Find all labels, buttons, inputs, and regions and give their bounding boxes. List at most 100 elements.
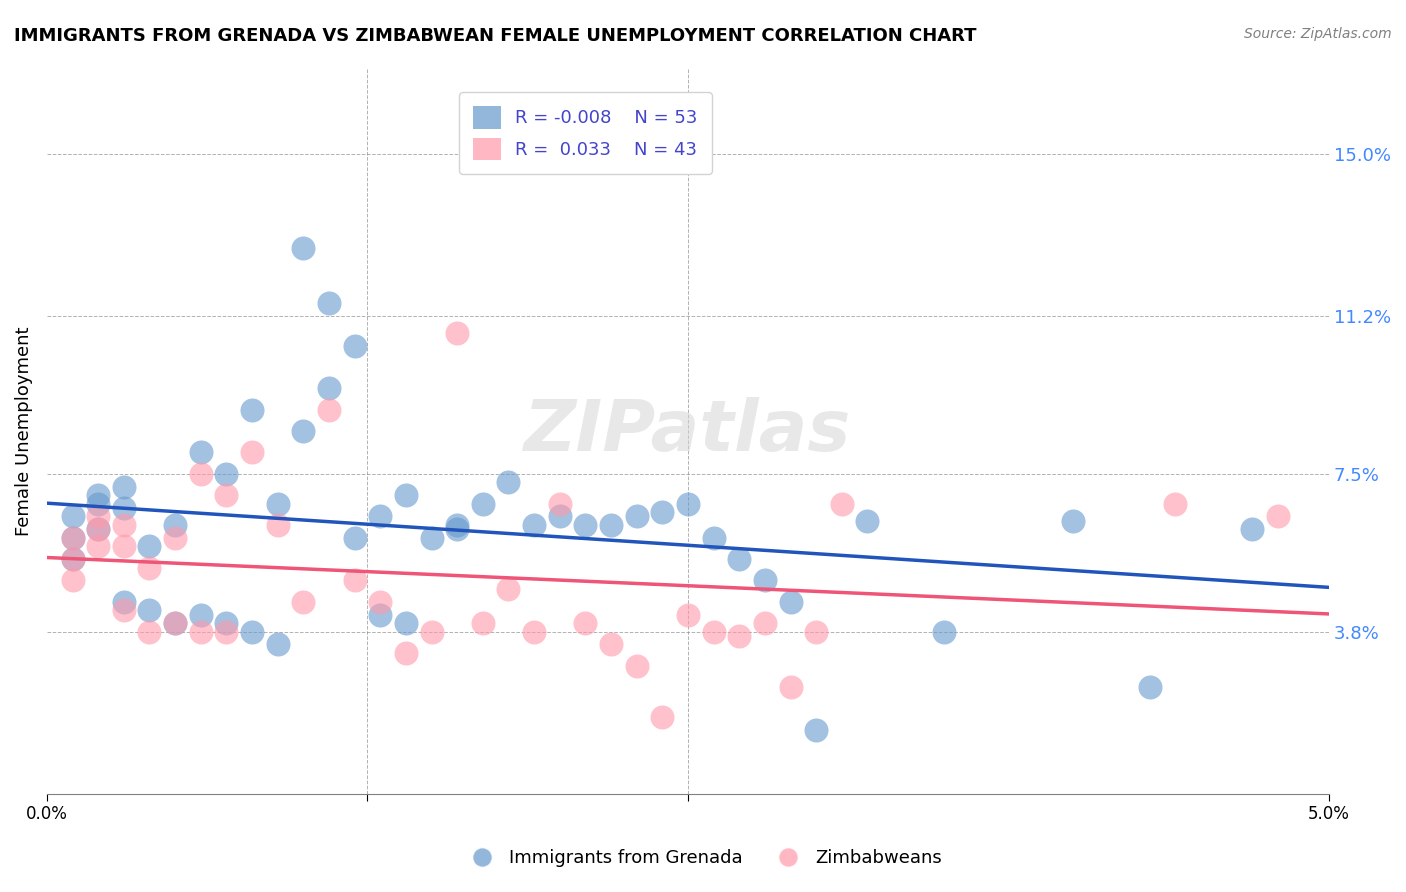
Point [87, 522, 110, 536]
Point [62, 531, 84, 545]
Point [651, 710, 673, 724]
Point [626, 509, 648, 524]
Point [934, 624, 956, 639]
Legend: R = -0.008    N = 53, R =  0.033    N = 43: R = -0.008 N = 53, R = 0.033 N = 43 [458, 92, 711, 174]
Point [1139, 680, 1161, 694]
Point [266, 637, 288, 651]
Point [165, 517, 187, 532]
Point [728, 629, 751, 643]
Point [240, 445, 263, 459]
Point [420, 624, 443, 639]
Point [165, 615, 187, 630]
Point [165, 531, 187, 545]
Point [1062, 514, 1084, 528]
Point [1241, 522, 1264, 536]
Point [600, 637, 623, 651]
Point [395, 615, 418, 630]
Point [651, 505, 673, 519]
Point [420, 531, 443, 545]
Point [703, 531, 725, 545]
Point [728, 552, 751, 566]
Point [626, 658, 648, 673]
Point [754, 615, 776, 630]
Point [215, 624, 238, 639]
Point [112, 500, 135, 515]
Point [548, 497, 571, 511]
Point [62, 552, 84, 566]
Point [62, 574, 84, 588]
Point [62, 509, 84, 524]
Point [138, 560, 160, 574]
Point [754, 574, 776, 588]
Point [574, 615, 596, 630]
Point [240, 624, 263, 639]
Point [62, 552, 84, 566]
Point [395, 488, 418, 502]
Point [343, 531, 366, 545]
Point [471, 497, 494, 511]
Point [368, 509, 391, 524]
Point [266, 497, 288, 511]
Point [292, 595, 315, 609]
Point [343, 574, 366, 588]
Point [318, 296, 340, 310]
Point [548, 509, 571, 524]
Point [523, 624, 546, 639]
Point [446, 326, 468, 340]
Point [266, 517, 288, 532]
Point [779, 595, 801, 609]
Point [112, 479, 135, 493]
Point [87, 488, 110, 502]
Point [574, 517, 596, 532]
Point [676, 497, 699, 511]
Point [446, 522, 468, 536]
Point [87, 539, 110, 553]
Point [190, 467, 212, 481]
Point [804, 624, 827, 639]
Point [138, 624, 160, 639]
Point [1164, 497, 1187, 511]
Point [112, 539, 135, 553]
Text: Source: ZipAtlas.com: Source: ZipAtlas.com [1244, 27, 1392, 41]
Point [240, 402, 263, 417]
Text: ZIPatlas: ZIPatlas [524, 397, 852, 466]
Point [138, 603, 160, 617]
Point [292, 424, 315, 438]
Point [446, 517, 468, 532]
Point [395, 646, 418, 660]
Point [138, 539, 160, 553]
Point [368, 595, 391, 609]
Point [831, 497, 853, 511]
Point [190, 624, 212, 639]
Point [498, 582, 520, 596]
Point [190, 607, 212, 622]
Point [165, 615, 187, 630]
Point [676, 607, 699, 622]
Point [471, 615, 494, 630]
Point [87, 497, 110, 511]
Point [856, 514, 879, 528]
Point [600, 517, 623, 532]
Point [523, 517, 546, 532]
Point [368, 607, 391, 622]
Point [1267, 509, 1289, 524]
Text: IMMIGRANTS FROM GRENADA VS ZIMBABWEAN FEMALE UNEMPLOYMENT CORRELATION CHART: IMMIGRANTS FROM GRENADA VS ZIMBABWEAN FE… [14, 27, 977, 45]
Point [215, 488, 238, 502]
Point [87, 522, 110, 536]
Point [498, 475, 520, 490]
Point [190, 445, 212, 459]
Point [703, 624, 725, 639]
Point [87, 509, 110, 524]
Point [343, 339, 366, 353]
Point [779, 680, 801, 694]
Legend: Immigrants from Grenada, Zimbabweans: Immigrants from Grenada, Zimbabweans [457, 842, 949, 874]
Point [112, 517, 135, 532]
Point [62, 531, 84, 545]
Point [215, 467, 238, 481]
Point [112, 603, 135, 617]
Point [292, 241, 315, 255]
Point [318, 381, 340, 395]
Point [112, 595, 135, 609]
Point [804, 723, 827, 737]
Point [215, 615, 238, 630]
